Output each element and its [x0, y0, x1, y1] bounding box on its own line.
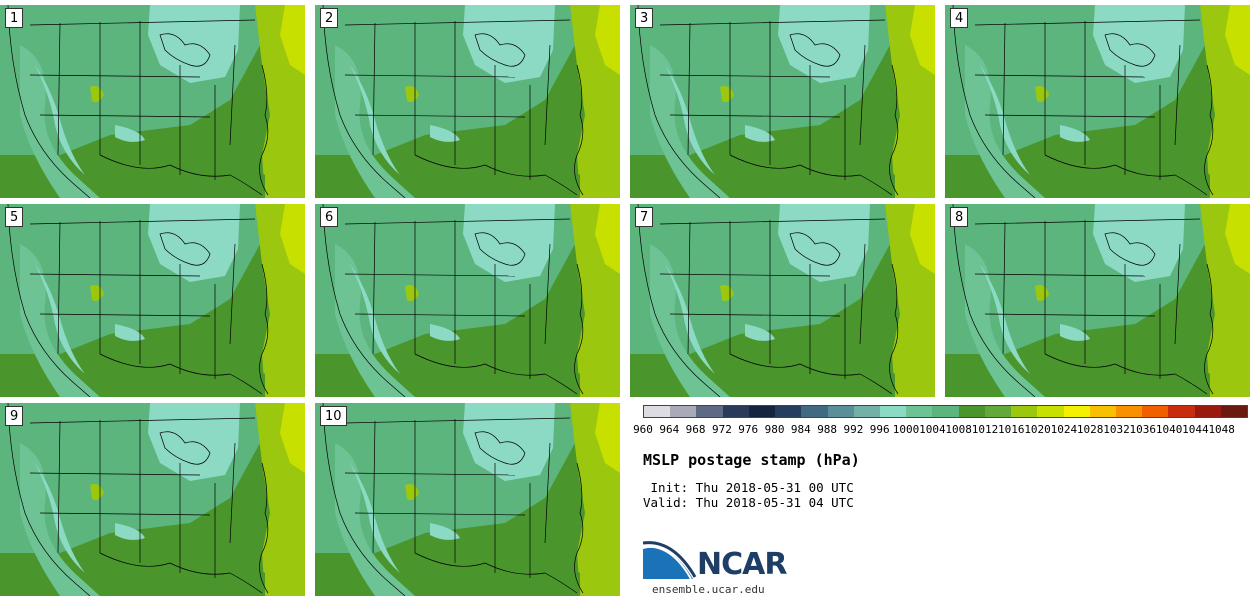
- colorbar-swatch: [1194, 406, 1221, 417]
- colorbar-tick-label: 976: [738, 423, 759, 436]
- colorbar-tick-label: 984: [790, 423, 811, 436]
- ncar-logo-text: NCAR: [697, 547, 787, 582]
- colorbar-swatch: [775, 406, 802, 417]
- colorbar-tick-label: 1036: [1129, 423, 1157, 436]
- stamp-panel-6[interactable]: 6: [315, 204, 620, 397]
- pressure-map: [0, 403, 305, 596]
- pressure-map: [945, 5, 1250, 198]
- stamp-number: 1: [5, 8, 24, 28]
- pressure-map: [630, 204, 935, 397]
- colorbar-swatch: [1168, 406, 1195, 417]
- pressure-map: [0, 204, 305, 397]
- colorbar-swatch: [670, 406, 697, 417]
- stamp-number: 9: [5, 406, 24, 426]
- colorbar-swatch: [1063, 406, 1090, 417]
- colorbar-swatch: [1011, 406, 1038, 417]
- stamp-panel-10[interactable]: 10: [315, 403, 620, 596]
- colorbar-swatch: [906, 406, 933, 417]
- colorbar-tick-label: 980: [764, 423, 785, 436]
- colorbar-tick-label: 1020: [1024, 423, 1051, 436]
- pressure-map: [315, 403, 620, 596]
- stamp-number: 2: [320, 8, 339, 28]
- stamp-number: 5: [5, 207, 24, 227]
- stamp-panel-1[interactable]: 1: [0, 5, 305, 198]
- colorbar-tick-label: 972: [711, 423, 732, 436]
- colorbar-tick-label: 964: [659, 423, 680, 436]
- stamp-panel-2[interactable]: 2: [315, 5, 620, 198]
- colorbar-swatch: [722, 406, 749, 417]
- stamp-panel-7[interactable]: 7: [630, 204, 935, 397]
- stamp-number: 4: [950, 8, 969, 28]
- colorbar-swatch: [932, 406, 959, 417]
- colorbar-tick-label: 1032: [1103, 423, 1130, 436]
- stamp-number: 6: [320, 207, 339, 227]
- colorbar-swatch: [696, 406, 723, 417]
- pressure-map: [315, 204, 620, 397]
- stamp-number: 3: [635, 8, 654, 28]
- colorbar-tick-label: 1028: [1076, 423, 1104, 436]
- stamp-panel-9[interactable]: 9: [0, 403, 305, 596]
- colorbar-tick-label: 1044: [1182, 423, 1209, 436]
- stamp-panel-8[interactable]: 8: [945, 204, 1250, 397]
- stamp-panel-5[interactable]: 5: [0, 204, 305, 397]
- stamp-number: 8: [950, 207, 969, 227]
- pressure-map: [315, 5, 620, 198]
- colorbar-tick-label: 1012: [971, 423, 999, 436]
- pressure-map: [630, 5, 935, 198]
- colorbar-swatch: [1037, 406, 1064, 417]
- colorbar-swatches: [643, 405, 1248, 418]
- colorbar-swatch: [1089, 406, 1116, 417]
- colorbar-tick-label: 1000: [892, 423, 920, 436]
- colorbar-swatch: [984, 406, 1012, 417]
- colorbar-swatch: [853, 406, 880, 417]
- colorbar-swatch: [827, 406, 854, 417]
- colorbar-swatch: [1220, 406, 1248, 417]
- colorbar-tick-label: 960: [633, 423, 653, 436]
- stamp-panel-4[interactable]: 4: [945, 5, 1250, 198]
- colorbar-swatch: [748, 406, 776, 417]
- colorbar-tick-label: 996: [869, 423, 890, 436]
- init-time: Init: Thu 2018-05-31 00 UTC: [643, 480, 854, 495]
- site-url[interactable]: ensemble.ucar.edu: [652, 583, 765, 596]
- colorbar-tick-label: 992: [843, 423, 864, 436]
- colorbar-swatch: [1115, 406, 1143, 417]
- ncar-logo[interactable]: NCAR: [642, 541, 803, 583]
- colorbar-swatch: [801, 406, 828, 417]
- valid-time: Valid: Thu 2018-05-31 04 UTC: [643, 495, 854, 510]
- colorbar-swatch: [644, 406, 671, 417]
- colorbar-tick-labels: 960 964 968 972 976 980 984 988 992 996 1000 1004 10…: [633, 423, 1248, 437]
- ncar-swoosh-icon: [642, 541, 697, 580]
- colorbar-swatch: [879, 406, 907, 417]
- stamp-number: 10: [320, 406, 347, 426]
- colorbar-tick-label: 1048: [1208, 423, 1235, 436]
- colorbar-swatch: [1142, 406, 1169, 417]
- colorbar-tick-label: 1004: [919, 423, 946, 436]
- chart-title: MSLP postage stamp (hPa): [643, 451, 860, 469]
- colorbar-tick-label: 1024: [1050, 423, 1078, 436]
- colorbar-tick-label: 1040: [1155, 423, 1183, 436]
- stamp-number: 7: [635, 207, 654, 227]
- colorbar-swatch: [958, 406, 985, 417]
- colorbar-tick-label: 1008: [945, 423, 972, 436]
- pressure-colorbar: 960 964 968 972 976 980 984 988 992 996 1000 1004 10…: [633, 405, 1248, 440]
- pressure-map: [0, 5, 305, 198]
- colorbar-tick-label: 988: [817, 423, 838, 436]
- colorbar-tick-label: 968: [685, 423, 706, 436]
- pressure-map: [945, 204, 1250, 397]
- stamp-panel-3[interactable]: 3: [630, 5, 935, 198]
- colorbar-tick-label: 1016: [998, 423, 1025, 436]
